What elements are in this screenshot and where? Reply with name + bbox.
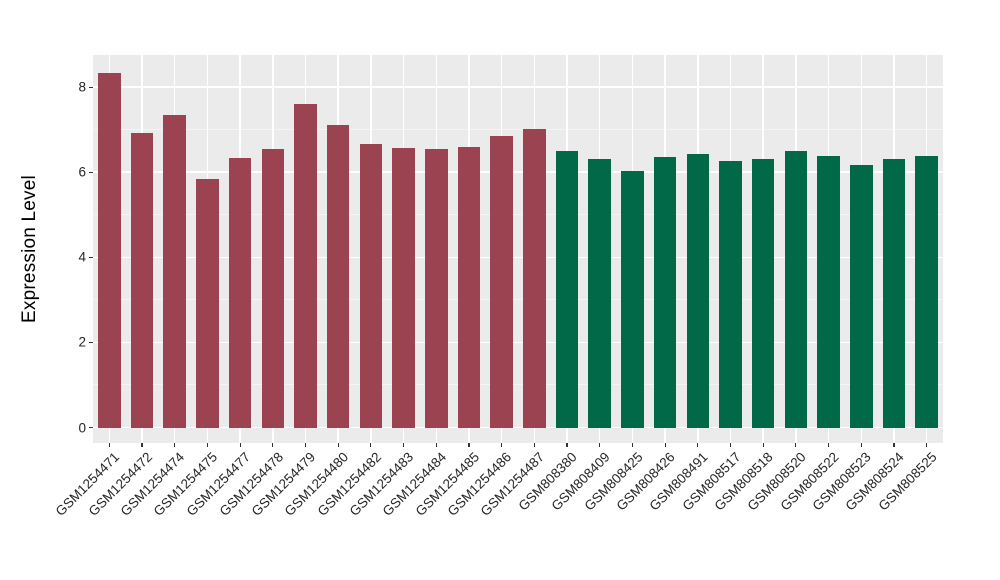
gridline-minor (93, 384, 943, 386)
gridline-major (93, 171, 943, 173)
x-tick (697, 443, 699, 447)
x-tick (795, 443, 797, 447)
x-tick (566, 443, 568, 447)
bar-GSM808380 (555, 151, 579, 428)
plot-panel (93, 55, 943, 443)
x-tick (141, 443, 143, 447)
bar-GSM808517 (719, 160, 742, 428)
bar-GSM1254477 (228, 157, 252, 428)
bar-GSM1254474 (163, 115, 186, 428)
bar-GSM808518 (751, 159, 775, 428)
gridline-major (93, 86, 943, 88)
bar-GSM1254480 (326, 125, 350, 428)
gridline-major (93, 256, 943, 259)
y-axis-title: Expression Level (19, 175, 40, 323)
x-tick (533, 443, 535, 447)
bar-GSM1254475 (196, 179, 219, 428)
bar-GSM1254483 (392, 147, 415, 428)
bar-GSM808525 (915, 155, 938, 428)
y-tick-label: 0 (78, 419, 86, 435)
x-tick (272, 443, 274, 447)
x-tick (435, 443, 437, 447)
x-tick (468, 443, 470, 447)
bar-GSM1254485 (457, 147, 481, 428)
bar-GSM808523 (849, 164, 873, 428)
x-tick (370, 443, 372, 447)
gridline-minor (93, 129, 943, 131)
x-tick (827, 443, 830, 447)
bar-GSM808425 (621, 170, 644, 428)
bar-GSM1254487 (523, 129, 546, 428)
bar-GSM1254472 (130, 133, 154, 428)
y-tick (89, 426, 93, 429)
bar-GSM1254484 (424, 149, 448, 428)
bar-GSM808522 (817, 155, 840, 428)
x-tick (108, 443, 110, 447)
x-tick (304, 443, 307, 447)
y-tick-label: 6 (78, 164, 86, 180)
y-tick (89, 171, 93, 173)
y-tick (89, 341, 93, 343)
gridline-minor (93, 299, 943, 301)
y-tick (89, 86, 93, 88)
bar-GSM1254486 (490, 135, 513, 428)
y-tick-label: 4 (78, 249, 86, 265)
x-tick (174, 443, 176, 447)
x-tick (631, 443, 633, 447)
x-tick (729, 443, 732, 447)
x-tick (762, 443, 764, 447)
x-tick (926, 443, 928, 447)
bar-GSM808409 (588, 159, 611, 428)
gridline-major (93, 341, 943, 344)
bar-GSM1254479 (294, 104, 317, 428)
y-tick-label: 2 (78, 334, 86, 350)
x-tick (599, 443, 601, 447)
x-tick (893, 443, 895, 447)
gridline-minor (93, 214, 943, 216)
bar-GSM808524 (882, 159, 906, 428)
bar-GSM808426 (653, 156, 677, 428)
x-tick (337, 443, 339, 447)
x-tick (860, 443, 862, 447)
bar-GSM1254478 (261, 148, 285, 428)
x-tick (206, 443, 208, 447)
bar-GSM808491 (686, 154, 710, 428)
bar-GSM1254471 (98, 73, 121, 428)
y-tick-label: 8 (78, 79, 86, 95)
y-tick (89, 256, 93, 258)
bar-GSM1254482 (359, 144, 383, 428)
x-tick (664, 443, 666, 447)
gridline-major (93, 426, 943, 429)
x-tick (402, 443, 405, 447)
bar-GSM808520 (784, 151, 808, 428)
x-tick (239, 443, 241, 447)
x-tick (501, 443, 503, 447)
